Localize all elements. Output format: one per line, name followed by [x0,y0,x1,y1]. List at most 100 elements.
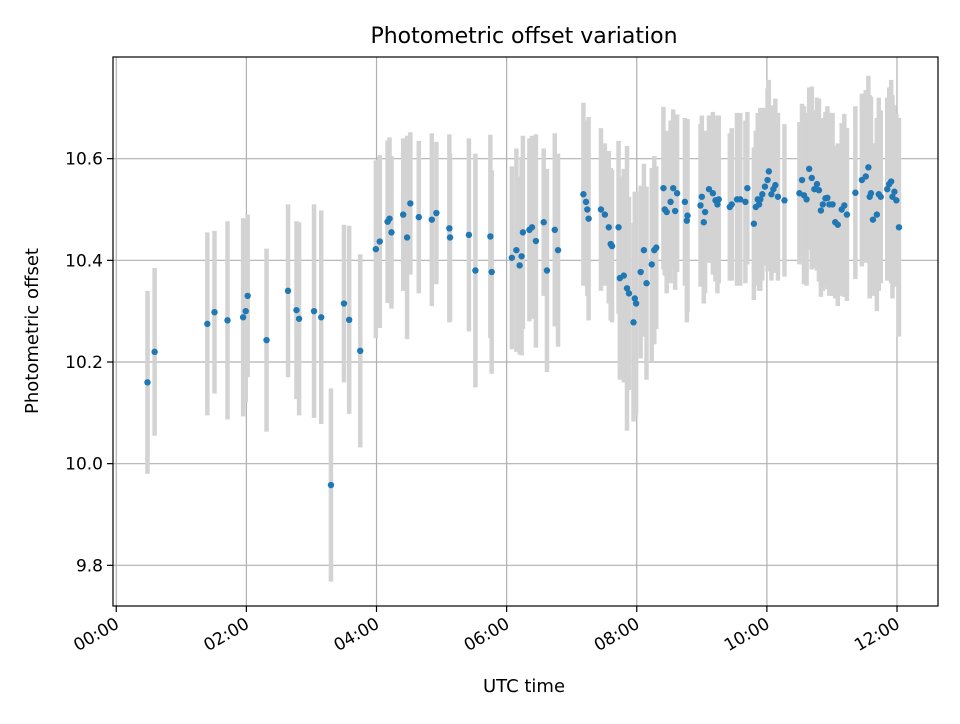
data-point [388,229,395,236]
data-point [446,234,454,241]
y-axis-label: Photometric offset [22,248,43,414]
data-point [239,314,247,321]
data-point [829,201,836,208]
data-point [597,206,605,213]
data-point [737,196,744,203]
data-point [781,197,788,204]
data-point [376,238,383,245]
data-point [585,215,592,222]
data-point [472,267,479,274]
data-point [768,191,775,198]
y-tick-label: 9.8 [76,556,103,576]
data-point [513,246,520,254]
data-point [643,280,650,287]
data-point [759,191,766,198]
data-point [869,216,877,223]
data-point [345,316,353,324]
data-point [755,201,763,208]
data-point [386,215,393,222]
data-point [867,190,875,197]
x-axis-label: UTC time [483,676,565,697]
data-point [433,209,440,217]
data-point [488,268,495,276]
data-point [660,184,667,192]
data-point [204,320,211,328]
data-point [263,336,270,344]
data-point [151,348,158,356]
data-point [772,181,779,189]
data-point [608,242,616,250]
data-point [543,267,551,274]
data-point [714,201,721,208]
data-point [293,306,300,314]
data-point [446,225,453,232]
data-point [623,285,631,292]
data-point [372,245,380,253]
data-point [357,347,364,355]
data-point [681,198,689,206]
data-point [683,217,691,224]
data-point [698,193,706,200]
data-point [605,224,612,231]
data-point [582,198,590,206]
data-point [761,183,769,190]
data-point [700,219,707,226]
data-point [519,229,527,236]
data-point [841,202,848,209]
data-point [697,202,704,209]
data-point [803,196,810,203]
data-point [715,196,722,203]
data-point [705,185,713,193]
data-point [709,190,717,197]
y-tick-label: 10.6 [65,150,103,170]
data-point [742,198,749,206]
data-point [211,308,218,316]
data-point [428,216,436,223]
data-point [403,234,411,241]
data-point [671,207,679,215]
data-point [887,178,895,185]
data-point [673,190,681,197]
data-point [873,211,881,218]
data-point [224,317,231,324]
data-point [834,221,842,228]
data-point [540,219,547,226]
data-point [669,184,677,192]
data-point [518,253,525,260]
data-point [295,315,303,322]
plot-frame [112,56,939,607]
data-point [798,176,806,184]
data-point [774,193,782,200]
data-point [399,211,407,218]
data-point [415,213,422,221]
y-tick-label: 10.2 [65,353,103,373]
data-point [532,237,540,245]
data-point [893,197,900,204]
data-point [554,246,562,254]
data-point [487,233,494,240]
data-point [284,287,292,295]
data-point [765,168,773,175]
data-point [808,174,815,182]
data-point [516,262,523,269]
data-point [667,198,674,206]
y-axis-ticks: 9.8 10.0 10.2 10.4 10.6 [65,150,113,576]
data-point [640,246,648,254]
data-point [630,319,637,326]
data-point [508,254,516,261]
data-point [625,290,633,297]
data-point [805,165,813,173]
data-point [862,173,869,180]
data-point [895,224,903,231]
data-point [824,194,831,202]
data-point [465,231,473,239]
data-point [340,300,348,307]
data-point [584,206,591,213]
data-point [757,196,764,203]
data-point [637,268,644,276]
data-point [653,244,660,251]
data-point [580,191,587,198]
data-point [327,481,335,489]
